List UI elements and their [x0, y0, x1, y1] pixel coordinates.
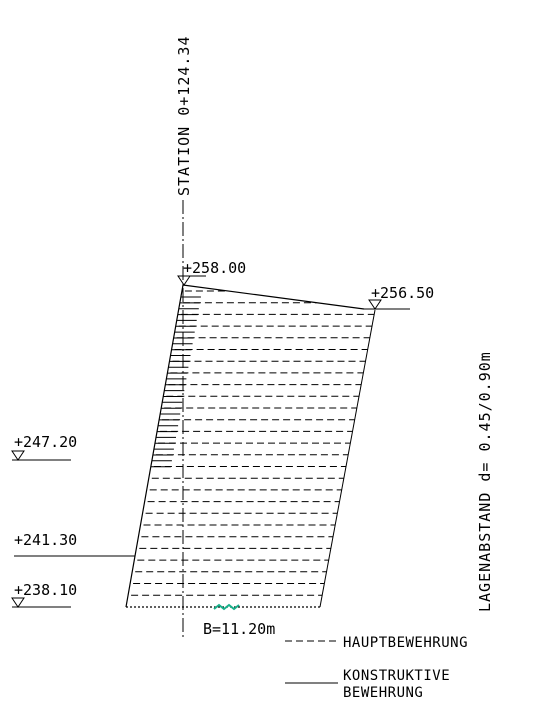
- base-elevation-label: +238.10: [14, 581, 77, 599]
- legend-constructive-label-line1: KONSTRUKTIVE: [343, 668, 450, 684]
- legend-main-reinforcement-label: HAUPTBEWEHRUNG: [343, 635, 468, 651]
- constructive-reinforcement-layers: [150, 296, 201, 468]
- level-1-elevation-label: +247.20: [14, 433, 77, 451]
- width-label: B=11.20m: [203, 620, 275, 638]
- back-face-line: [319, 309, 376, 608]
- legend-constructive-label-line2: BEWEHRUNG: [343, 685, 423, 701]
- crest-elevation-label: +258.00: [183, 259, 246, 277]
- top-right-elevation-marker-icon: [368, 299, 382, 310]
- station-label: STATION 0+124.34: [175, 36, 193, 197]
- level-2-elevation-label: +241.30: [14, 531, 77, 549]
- top-right-elevation-label: +256.50: [371, 284, 434, 302]
- crest-line: [182, 284, 365, 310]
- base-elevation-marker-icon: [11, 597, 25, 608]
- base-marker-icon: [213, 603, 240, 611]
- layer-spacing-label: LAGENABSTAND d= 0.45/0.90m: [476, 351, 494, 612]
- main-reinforcement-layers: [131, 290, 375, 596]
- crest-elevation-marker-icon: [177, 275, 191, 286]
- slope-face-left: [125, 284, 184, 608]
- level-1-elevation-marker-icon: [11, 450, 25, 461]
